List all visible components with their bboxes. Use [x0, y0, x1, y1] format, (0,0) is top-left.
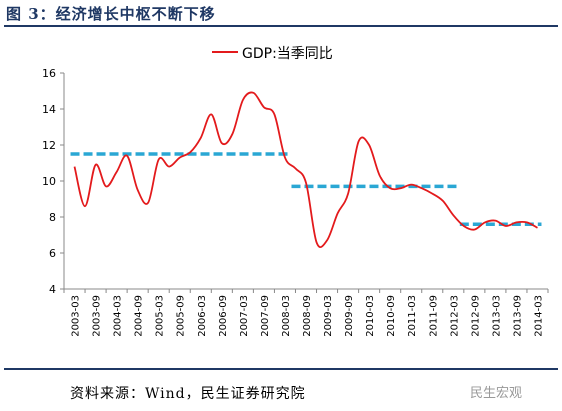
x-tick-label: 2004-09 — [134, 295, 145, 337]
x-tick-label: 2011-09 — [428, 295, 439, 337]
x-tick-label: 2014-03 — [533, 295, 544, 337]
x-tick-label: 2009-03 — [323, 295, 334, 337]
x-tick-label: 2011-03 — [407, 295, 418, 337]
legend: GDP:当季同比 — [212, 46, 333, 62]
x-tick-label: 2008-09 — [302, 295, 313, 337]
x-tick-label: 2007-03 — [239, 295, 250, 337]
x-tick-label: 2007-09 — [260, 295, 271, 337]
footer-rule — [4, 368, 558, 370]
x-tick-label: 2013-09 — [512, 295, 523, 337]
legend-label: GDP:当季同比 — [242, 46, 333, 62]
x-tick-label: 2003-09 — [92, 295, 103, 337]
title-rule — [4, 25, 558, 27]
y-tick-label: 12 — [42, 139, 56, 152]
y-tick-label: 4 — [49, 283, 56, 296]
mean-lines — [70, 152, 542, 226]
source-note: 资料来源：Wind，民生证券研究院 — [70, 386, 306, 402]
x-tick-label: 2010-03 — [365, 295, 376, 337]
x-tick-label: 2012-03 — [449, 295, 460, 337]
watermark: 民生宏观 — [470, 386, 523, 401]
x-tick-label: 2005-09 — [176, 295, 187, 337]
y-tick-label: 14 — [42, 103, 56, 116]
y-tick-label: 16 — [42, 67, 56, 80]
figure-title: 图 3：经济增长中枢不断下移 — [6, 5, 216, 23]
x-tick-label: 2003-03 — [71, 295, 82, 337]
y-axis-ticks: 4 6 8 10 12 14 16 — [42, 67, 64, 296]
x-tick-label: 2004-03 — [113, 295, 124, 337]
x-tick-label: 2010-09 — [386, 295, 397, 337]
x-tick-label: 2013-03 — [491, 295, 502, 337]
y-tick-label: 10 — [42, 175, 56, 188]
x-axis-ticks: 2003-03 2003-09 2004-03 2004-09 2005-03 2005-… — [63, 289, 549, 337]
y-tick-label: 8 — [49, 211, 56, 224]
x-tick-label: 2008-03 — [281, 295, 292, 337]
y-tick-label: 6 — [49, 247, 56, 260]
x-tick-label: 2012-09 — [470, 295, 481, 337]
x-tick-label: 2005-03 — [155, 295, 166, 337]
x-tick-label: 2009-09 — [344, 295, 355, 337]
gdp-line-chart: 4 6 8 10 12 14 16 2003-03 2003-09 2004-03 2004-09… — [42, 46, 549, 337]
series-line-gdp — [73, 91, 538, 249]
x-tick-label: 2006-09 — [218, 295, 229, 337]
x-tick-label: 2006-03 — [197, 295, 208, 337]
series-lines — [73, 91, 538, 249]
